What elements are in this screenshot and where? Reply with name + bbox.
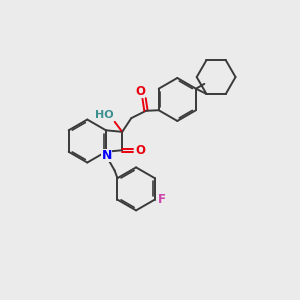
Text: N: N: [102, 149, 112, 162]
Text: O: O: [135, 85, 145, 98]
Text: HO: HO: [94, 110, 113, 120]
Text: F: F: [158, 193, 166, 206]
Text: O: O: [135, 144, 145, 157]
